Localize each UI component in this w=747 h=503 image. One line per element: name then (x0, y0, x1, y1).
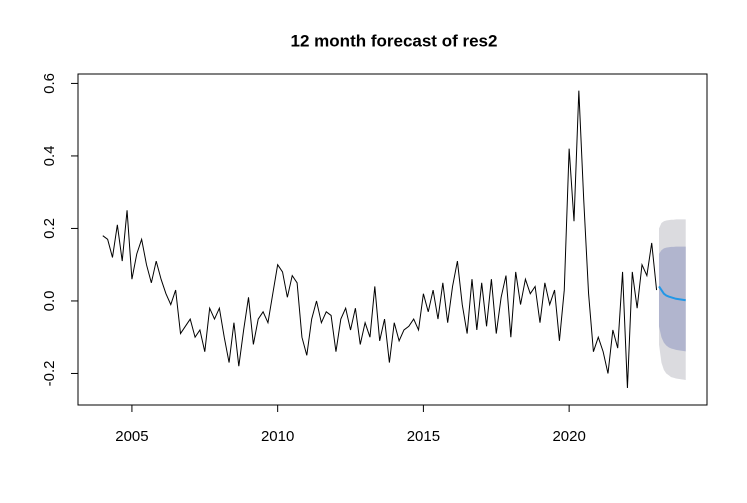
x-tick-label: 2010 (261, 428, 294, 445)
y-tick-label: 0.0 (41, 291, 58, 312)
x-tick-label: 2015 (407, 428, 440, 445)
y-tick-label: 0.4 (41, 146, 58, 167)
x-tick-label: 2005 (115, 428, 148, 445)
y-tick-label: 0.2 (41, 218, 58, 239)
x-tick-label: 2020 (552, 428, 585, 445)
plot-frame (77, 73, 708, 406)
series-line (102, 90, 658, 388)
forecast-line (658, 285, 686, 302)
y-tick-label: 0.6 (41, 73, 58, 94)
chart-title: 12 month forecast of res2 (291, 31, 498, 50)
y-tick-label: -0.2 (41, 361, 58, 387)
prediction-band (658, 246, 686, 352)
